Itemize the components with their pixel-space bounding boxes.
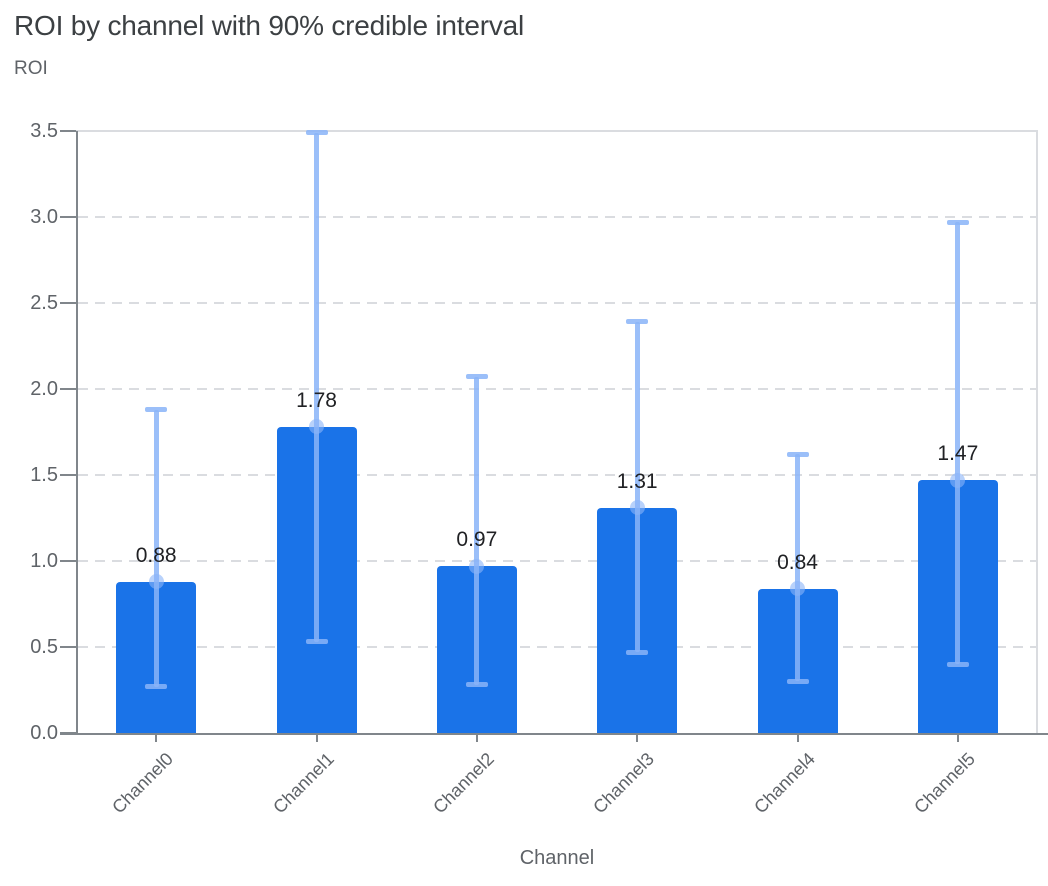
error-cap-top-channel3: [626, 319, 649, 325]
x-tick-label-channel3: Channel3: [589, 748, 659, 818]
y-tick-label-2.5: 2.5: [30, 292, 58, 314]
mean-marker-channel3: [629, 500, 645, 516]
gridline-1.5: [78, 474, 1036, 476]
y-tick-label-1.0: 1.0: [30, 550, 58, 572]
error-bar-channel5: [955, 222, 961, 665]
gridline-3.0: [78, 216, 1036, 218]
error-bar-channel4: [795, 454, 800, 682]
x-tick-channel1: [315, 733, 318, 742]
error-cap-bottom-channel0: [145, 684, 168, 690]
x-tick-label-channel4: Channel4: [749, 748, 819, 818]
error-cap-top-channel1: [305, 130, 328, 136]
value-label-channel2: 0.97: [456, 528, 498, 552]
x-tick-channel5: [956, 733, 959, 742]
chart-title: ROI by channel with 90% credible interva…: [14, 10, 525, 41]
error-cap-bottom-channel5: [946, 661, 969, 667]
error-cap-top-channel2: [465, 374, 488, 380]
y-tick-1.5: [60, 474, 76, 476]
error-cap-bottom-channel1: [305, 639, 328, 645]
mean-marker-channel5: [950, 472, 966, 488]
mean-marker-channel0: [148, 574, 164, 590]
x-tick-channel3: [636, 733, 639, 742]
gridline-1.0: [78, 560, 1036, 562]
error-cap-top-channel0: [145, 407, 168, 413]
y-tick-3.5: [60, 130, 76, 132]
error-bar-channel1: [314, 132, 319, 642]
value-label-channel1: 1.78: [296, 388, 337, 412]
y-axis-title: ROI: [14, 58, 48, 79]
y-tick-2.5: [60, 302, 76, 304]
x-tick-label-channel1: Channel1: [268, 748, 338, 818]
error-cap-bottom-channel3: [626, 649, 649, 655]
y-tick-1.0: [60, 560, 76, 562]
error-cap-top-channel5: [946, 219, 969, 225]
x-tick-channel4: [796, 733, 799, 742]
mean-marker-channel2: [469, 558, 485, 574]
error-cap-top-channel4: [786, 451, 809, 457]
y-tick-0.5: [60, 646, 76, 648]
y-tick-label-0.0: 0.0: [30, 722, 58, 744]
gridline-0.5: [78, 646, 1036, 648]
y-tick-2.0: [60, 388, 76, 390]
y-tick-0.0: [60, 732, 76, 734]
x-tick-channel2: [475, 733, 478, 742]
plot-right-border: [1036, 131, 1038, 733]
y-tick-label-2.0: 2.0: [30, 378, 58, 400]
error-cap-bottom-channel2: [465, 682, 488, 688]
y-tick-label-3.5: 3.5: [30, 120, 58, 142]
error-bar-channel2: [474, 376, 480, 685]
y-tick-label-0.5: 0.5: [30, 636, 58, 658]
mean-marker-channel1: [309, 419, 324, 435]
error-bar-channel0: [153, 409, 159, 687]
x-tick-label-channel5: Channel5: [910, 748, 979, 818]
value-label-channel3: 1.31: [616, 469, 658, 493]
gridline-2.0: [78, 388, 1036, 390]
x-tick-label-channel0: Channel0: [108, 748, 178, 818]
value-label-channel0: 0.88: [135, 543, 177, 567]
x-axis-line: [60, 733, 1048, 735]
y-axis-line: [76, 131, 78, 735]
y-tick-label-3.0: 3.0: [30, 206, 58, 228]
mean-marker-channel4: [790, 581, 805, 597]
x-tick-channel0: [155, 733, 158, 742]
y-tick-3.0: [60, 216, 76, 218]
y-tick-label-1.5: 1.5: [30, 464, 58, 486]
value-label-channel4: 0.84: [777, 550, 818, 574]
x-axis-title: Channel: [519, 847, 595, 869]
plot-top-border: [76, 130, 1038, 132]
value-label-channel5: 1.47: [937, 442, 979, 466]
error-cap-bottom-channel4: [786, 678, 809, 684]
x-tick-label-channel2: Channel2: [429, 748, 498, 818]
gridline-2.5: [78, 302, 1036, 304]
error-bar-channel3: [634, 321, 640, 653]
